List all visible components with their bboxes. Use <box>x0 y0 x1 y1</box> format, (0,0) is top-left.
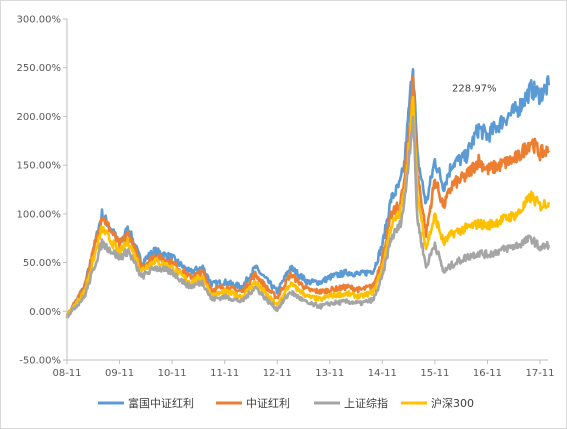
x-tick-label: 17-11 <box>525 368 554 379</box>
series-line-3 <box>65 95 551 319</box>
x-tick-label: 14-11 <box>368 368 397 379</box>
series-line-1 <box>65 75 550 317</box>
annotations: 228.97% <box>452 84 497 95</box>
legend-label: 上证综指 <box>344 396 388 410</box>
x-tick-label: 13-11 <box>315 368 344 379</box>
legend-label: 中证红利 <box>246 397 290 410</box>
x-tick-label: 11-11 <box>210 368 239 379</box>
x-tick-label: 08-11 <box>52 368 81 379</box>
legend: 富国中证红利 中证红利 上证综指 沪深300 <box>98 396 474 410</box>
y-tick-label: 150.00% <box>17 161 62 172</box>
y-tick-label: 100.00% <box>17 209 62 220</box>
legend-label: 富国中证红利 <box>128 396 194 410</box>
y-tick-label: 50.00% <box>23 258 61 269</box>
y-tick-label: 250.00% <box>17 63 62 74</box>
series-line-0 <box>65 68 551 319</box>
x-tick-label: 10-11 <box>158 368 187 379</box>
axes: -50.00% 0.00% 50.00% 100.00% 150.00% 200.00% 2… <box>17 15 555 380</box>
y-tick-label: 300.00% <box>17 15 62 26</box>
x-tick-label: 16-11 <box>473 368 502 379</box>
series-line-2 <box>65 115 551 319</box>
y-tick-label: 0.00% <box>29 307 61 318</box>
x-tick-label: 12-11 <box>263 368 292 379</box>
x-tick-label: 09-11 <box>105 368 134 379</box>
annotation-label: 228.97% <box>452 84 497 95</box>
plot-area <box>65 68 551 319</box>
y-tick-label: 200.00% <box>17 112 62 123</box>
x-tick-label: 15-11 <box>420 368 449 379</box>
legend-label: 沪深300 <box>431 396 474 410</box>
y-tick-label: -50.00% <box>19 356 61 367</box>
